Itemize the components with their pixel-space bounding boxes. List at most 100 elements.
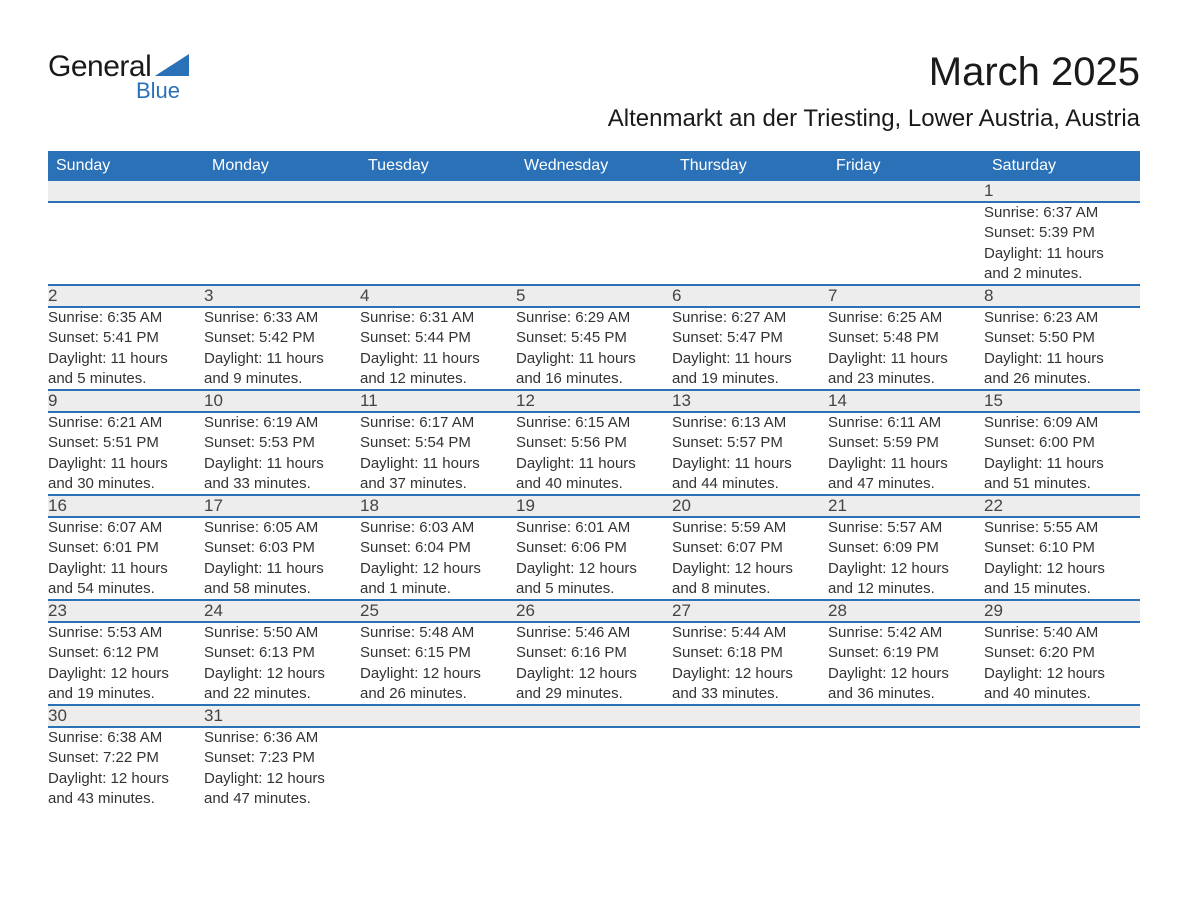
sunrise-text: Sunrise: 6:15 AM <box>516 413 672 433</box>
daylight-text: and 40 minutes. <box>984 684 1140 704</box>
daylight-text: Daylight: 11 hours <box>48 454 204 474</box>
sunrise-text: Sunrise: 5:48 AM <box>360 623 516 643</box>
sunrise-text: Sunrise: 6:33 AM <box>204 308 360 328</box>
day-detail-cell: Sunrise: 6:23 AMSunset: 5:50 PMDaylight:… <box>984 307 1140 390</box>
sunset-text: Sunset: 6:15 PM <box>360 643 516 663</box>
sunrise-text: Sunrise: 5:53 AM <box>48 623 204 643</box>
sunrise-text: Sunrise: 5:57 AM <box>828 518 984 538</box>
weekday-header: Friday <box>828 151 984 181</box>
sunset-text: Sunset: 6:07 PM <box>672 538 828 558</box>
brand-triangle-icon <box>155 54 189 81</box>
daylight-text: and 43 minutes. <box>48 789 204 809</box>
sunrise-text: Sunrise: 6:36 AM <box>204 728 360 748</box>
day-number: 26 <box>516 601 535 620</box>
day-detail-cell <box>828 202 984 285</box>
daylight-text: and 47 minutes. <box>204 789 360 809</box>
day-detail-cell: Sunrise: 6:19 AMSunset: 5:53 PMDaylight:… <box>204 412 360 495</box>
daylight-text: Daylight: 11 hours <box>204 559 360 579</box>
day-detail-row: Sunrise: 6:37 AMSunset: 5:39 PMDaylight:… <box>48 202 1140 285</box>
daylight-text: and 47 minutes. <box>828 474 984 494</box>
daylight-text: Daylight: 11 hours <box>984 454 1140 474</box>
weekday-header-row: Sunday Monday Tuesday Wednesday Thursday… <box>48 151 1140 181</box>
day-detail-cell: Sunrise: 6:37 AMSunset: 5:39 PMDaylight:… <box>984 202 1140 285</box>
day-detail-cell <box>516 727 672 809</box>
day-number-cell: 7 <box>828 285 984 307</box>
day-number: 3 <box>204 286 213 305</box>
daylight-text: and 29 minutes. <box>516 684 672 704</box>
day-detail-cell: Sunrise: 5:44 AMSunset: 6:18 PMDaylight:… <box>672 622 828 705</box>
daylight-text: and 58 minutes. <box>204 579 360 599</box>
daylight-text: Daylight: 11 hours <box>516 454 672 474</box>
day-number: 14 <box>828 391 847 410</box>
day-number: 28 <box>828 601 847 620</box>
day-number: 8 <box>984 286 993 305</box>
daylight-text: Daylight: 12 hours <box>828 664 984 684</box>
weekday-header: Sunday <box>48 151 204 181</box>
day-number-cell: 8 <box>984 285 1140 307</box>
sunset-text: Sunset: 5:56 PM <box>516 433 672 453</box>
day-number-cell: 4 <box>360 285 516 307</box>
sunset-text: Sunset: 7:23 PM <box>204 748 360 768</box>
day-number: 30 <box>48 706 67 725</box>
daylight-text: Daylight: 11 hours <box>204 454 360 474</box>
daylight-text: and 15 minutes. <box>984 579 1140 599</box>
sunrise-text: Sunrise: 6:07 AM <box>48 518 204 538</box>
sunset-text: Sunset: 6:20 PM <box>984 643 1140 663</box>
sunset-text: Sunset: 5:53 PM <box>204 433 360 453</box>
day-number-cell: 6 <box>672 285 828 307</box>
sunset-text: Sunset: 6:00 PM <box>984 433 1140 453</box>
daylight-text: Daylight: 12 hours <box>828 559 984 579</box>
day-number-cell <box>48 181 204 202</box>
day-number: 11 <box>360 391 378 410</box>
day-detail-cell: Sunrise: 6:05 AMSunset: 6:03 PMDaylight:… <box>204 517 360 600</box>
day-number: 5 <box>516 286 525 305</box>
day-number: 24 <box>204 601 223 620</box>
sunrise-text: Sunrise: 6:21 AM <box>48 413 204 433</box>
sunrise-text: Sunrise: 6:31 AM <box>360 308 516 328</box>
day-detail-cell: Sunrise: 5:53 AMSunset: 6:12 PMDaylight:… <box>48 622 204 705</box>
day-number-cell <box>672 181 828 202</box>
daylight-text: Daylight: 11 hours <box>672 454 828 474</box>
sunrise-text: Sunrise: 5:44 AM <box>672 623 828 643</box>
day-number-cell: 26 <box>516 600 672 622</box>
sunrise-text: Sunrise: 6:19 AM <box>204 413 360 433</box>
sunrise-text: Sunrise: 6:13 AM <box>672 413 828 433</box>
day-number-cell: 30 <box>48 705 204 727</box>
daylight-text: and 22 minutes. <box>204 684 360 704</box>
daylight-text: and 12 minutes. <box>360 369 516 389</box>
sunset-text: Sunset: 6:19 PM <box>828 643 984 663</box>
day-detail-row: Sunrise: 6:35 AMSunset: 5:41 PMDaylight:… <box>48 307 1140 390</box>
sunset-text: Sunset: 5:54 PM <box>360 433 516 453</box>
sunrise-text: Sunrise: 5:42 AM <box>828 623 984 643</box>
day-detail-cell: Sunrise: 6:03 AMSunset: 6:04 PMDaylight:… <box>360 517 516 600</box>
day-number-row: 16171819202122 <box>48 495 1140 517</box>
daylight-text: and 23 minutes. <box>828 369 984 389</box>
sunrise-text: Sunrise: 6:03 AM <box>360 518 516 538</box>
day-number-cell: 13 <box>672 390 828 412</box>
daylight-text: Daylight: 11 hours <box>984 244 1140 264</box>
daylight-text: and 54 minutes. <box>48 579 204 599</box>
location-subtitle: Altenmarkt an der Triesting, Lower Austr… <box>608 105 1140 133</box>
day-number: 1 <box>984 181 993 200</box>
day-number-cell: 11 <box>360 390 516 412</box>
day-number: 20 <box>672 496 691 515</box>
day-number-cell <box>204 181 360 202</box>
day-number-cell <box>516 181 672 202</box>
day-detail-cell: Sunrise: 6:33 AMSunset: 5:42 PMDaylight:… <box>204 307 360 390</box>
day-number-cell: 1 <box>984 181 1140 202</box>
day-detail-cell: Sunrise: 5:46 AMSunset: 6:16 PMDaylight:… <box>516 622 672 705</box>
day-detail-cell: Sunrise: 6:38 AMSunset: 7:22 PMDaylight:… <box>48 727 204 809</box>
daylight-text: and 16 minutes. <box>516 369 672 389</box>
sunrise-text: Sunrise: 6:29 AM <box>516 308 672 328</box>
day-number-row: 9101112131415 <box>48 390 1140 412</box>
day-number: 21 <box>828 496 847 515</box>
sunset-text: Sunset: 5:51 PM <box>48 433 204 453</box>
brand-logo: General Blue <box>48 50 189 104</box>
daylight-text: and 8 minutes. <box>672 579 828 599</box>
daylight-text: Daylight: 12 hours <box>516 664 672 684</box>
day-number: 7 <box>828 286 837 305</box>
weekday-header: Monday <box>204 151 360 181</box>
day-detail-cell <box>48 202 204 285</box>
sunset-text: Sunset: 5:57 PM <box>672 433 828 453</box>
sunset-text: Sunset: 5:48 PM <box>828 328 984 348</box>
